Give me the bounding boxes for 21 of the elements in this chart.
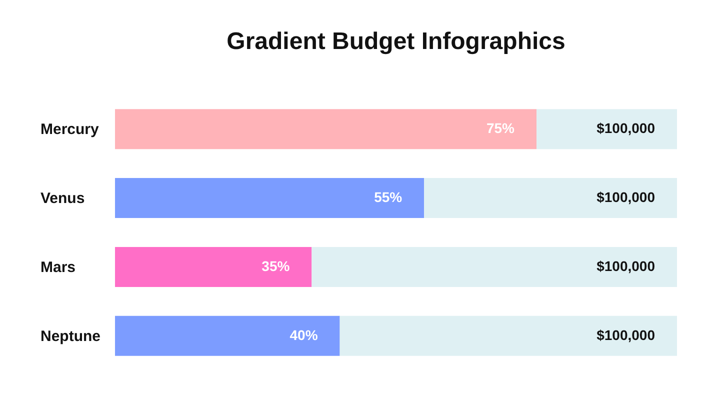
bar	[115, 246, 312, 287]
bar	[312, 246, 677, 287]
y-tick-label: Mercury	[40, 121, 100, 138]
y-tick-label: Venus	[40, 190, 85, 208]
data-label: 75%	[486, 120, 516, 136]
annotation: $100,000	[596, 189, 656, 206]
bar	[424, 178, 677, 218]
bar	[115, 109, 536, 150]
annotation: $100,000	[596, 120, 656, 136]
chart-title: Gradient Budget Infographics	[226, 28, 566, 55]
bar	[115, 316, 340, 356]
y-tick-label: Mars	[40, 258, 76, 276]
data-label: 35%	[262, 258, 290, 274]
data-label: 40%	[290, 326, 318, 343]
bar	[115, 178, 424, 218]
y-tick-label: Neptune	[40, 328, 100, 345]
bar	[340, 316, 677, 356]
annotation: $100,000	[596, 326, 656, 343]
bar	[536, 109, 677, 150]
annotation: $100,000	[596, 258, 656, 274]
data-label: 55%	[374, 189, 403, 206]
